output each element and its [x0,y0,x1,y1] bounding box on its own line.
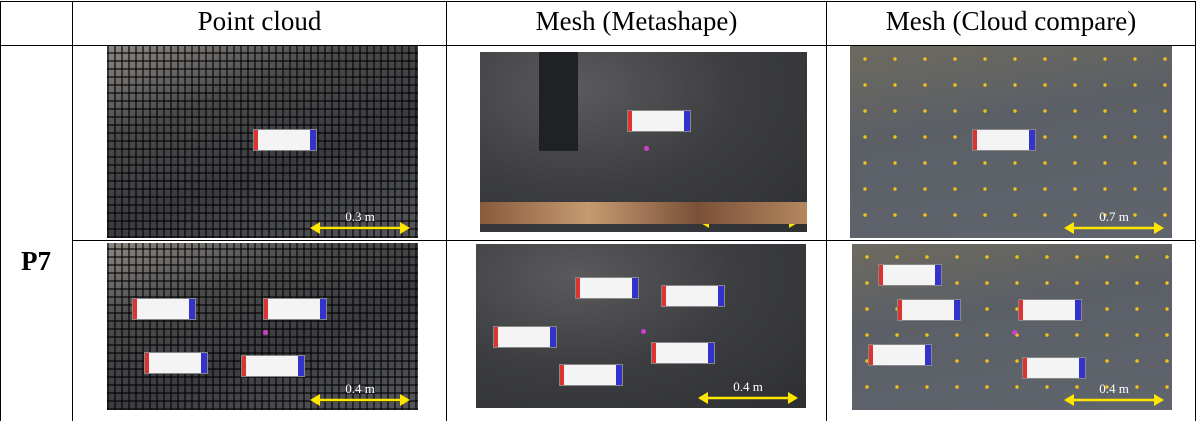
label-box [1018,298,1083,321]
label-box [144,351,209,374]
label-box [877,263,942,286]
image: 0.55 m [480,52,807,232]
scale-label: 0.3 m [345,209,375,224]
scale-bar: 0.4 m [1064,381,1164,406]
scale-bar: 0.7 m [1064,209,1164,234]
label-box [627,109,692,132]
rule [72,240,1196,241]
pick-point [643,145,649,151]
rule [72,1,73,421]
label-box [492,326,557,348]
label-box [240,354,305,377]
label-box [1021,356,1086,379]
scale-bar: 0.4 m [310,381,410,406]
rule [1195,1,1196,421]
rule [0,1,1196,2]
image: 0.7 m [850,46,1172,238]
column-header: Mesh (Metashape) [535,6,738,36]
row-label: P7 [21,246,51,276]
scale-bar: 0.55 m [699,203,799,228]
label-box [896,298,961,321]
pick-point [1012,330,1017,336]
scale-bar: 0.3 m [310,209,410,234]
label-box [972,128,1037,151]
label-box [253,128,318,151]
column-header: Point cloud [197,6,322,36]
image: 0.4 m [476,244,806,408]
rule [0,1,1,421]
image: 0.4 m [107,243,418,410]
scale-label: 0.7 m [1099,209,1129,224]
scale-label: 0.4 m [345,381,375,396]
label-box [575,276,639,299]
label-box [660,285,725,307]
label-box [262,298,327,321]
label-box [558,363,623,386]
image: 0.4 m [852,244,1172,410]
label-box [868,343,932,366]
scale-label: 0.4 m [733,379,763,394]
scale-label: 0.55 m [731,203,767,218]
image: 0.3 m [107,46,418,238]
rule [0,45,1196,46]
column-header: Mesh (Cloud compare) [885,6,1137,36]
rule [446,1,447,421]
scale-label: 0.4 m [1099,381,1129,396]
pick-point [262,329,268,335]
label-box [650,342,715,365]
rule [826,1,827,421]
pick-point [641,329,646,335]
scale-bar: 0.4 m [698,379,798,404]
label-box [131,298,196,321]
